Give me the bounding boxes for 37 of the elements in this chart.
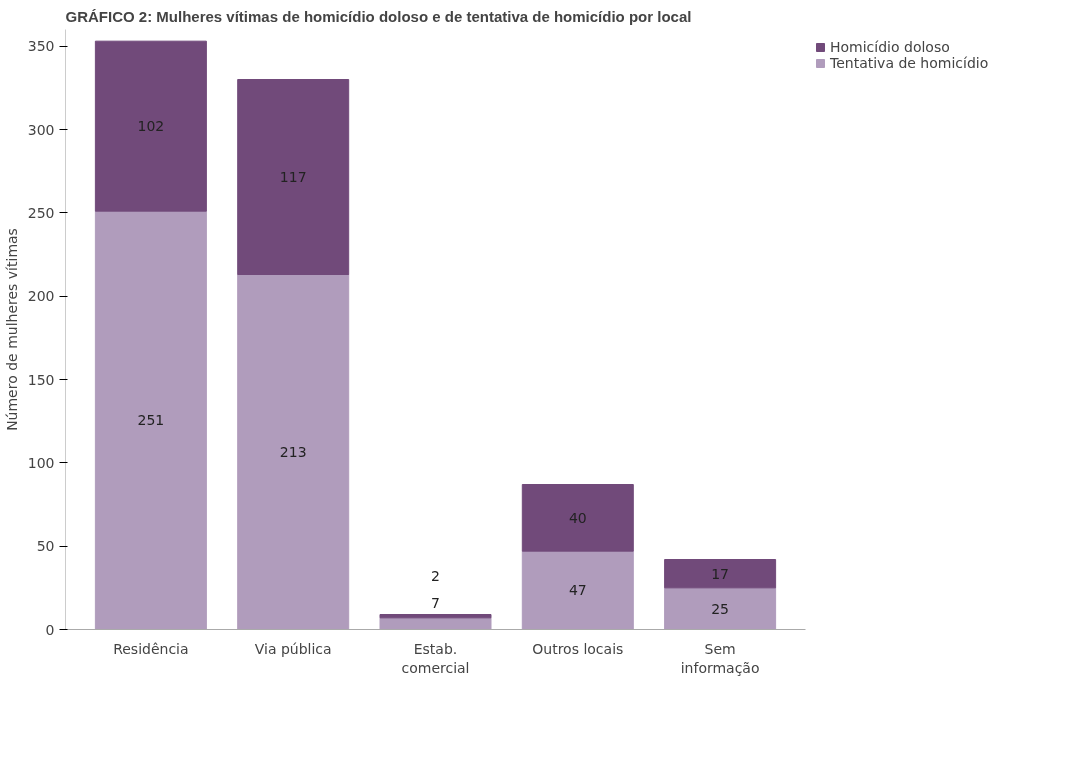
data-label: 7 [431,594,440,611]
bar [664,559,777,589]
data-label: 251 [137,412,165,429]
y-tick-label: 50 [36,538,55,555]
y-tick-label: 350 [27,38,55,55]
bar [379,617,492,630]
data-label: 17 [711,565,730,582]
legend-label: Homicídio doloso [830,39,950,55]
data-label: 102 [137,118,165,135]
bar [521,550,634,630]
bar [379,614,492,619]
y-tick-label: 300 [27,121,55,138]
x-tick-label: Residência [113,640,189,657]
x-tick-label: Outros locais [532,640,624,657]
data-label: 25 [711,600,730,617]
data-label: 117 [279,169,307,185]
y-tick-label: 250 [27,204,55,221]
x-tick-label: Estab. comercial [401,640,470,676]
y-tick-label: 150 [27,371,55,388]
data-label: 213 [279,444,307,460]
y-tick-label: 0 [45,621,55,638]
chart-title: GRÁFICO 2: Mulheres vítimas de homicídio doloso e de tentativa de homicídio por local [65,7,692,25]
data-label: 2 [431,567,440,584]
bar [94,40,207,212]
data-label: 40 [568,509,587,526]
bar [94,210,207,630]
y-axis-title: Número de mulheres vítimas [3,228,20,431]
y-tick-label: 200 [27,288,55,305]
legend-label: Tentativa de homicídio [830,55,989,71]
bar [237,79,350,275]
x-tick-label: Sem informação [680,640,760,676]
bar [664,587,777,630]
data-label: 47 [568,582,587,599]
x-tick-label: Via pública [254,640,332,657]
bar [237,274,350,630]
y-tick-label: 100 [27,454,55,471]
bar [521,484,634,552]
